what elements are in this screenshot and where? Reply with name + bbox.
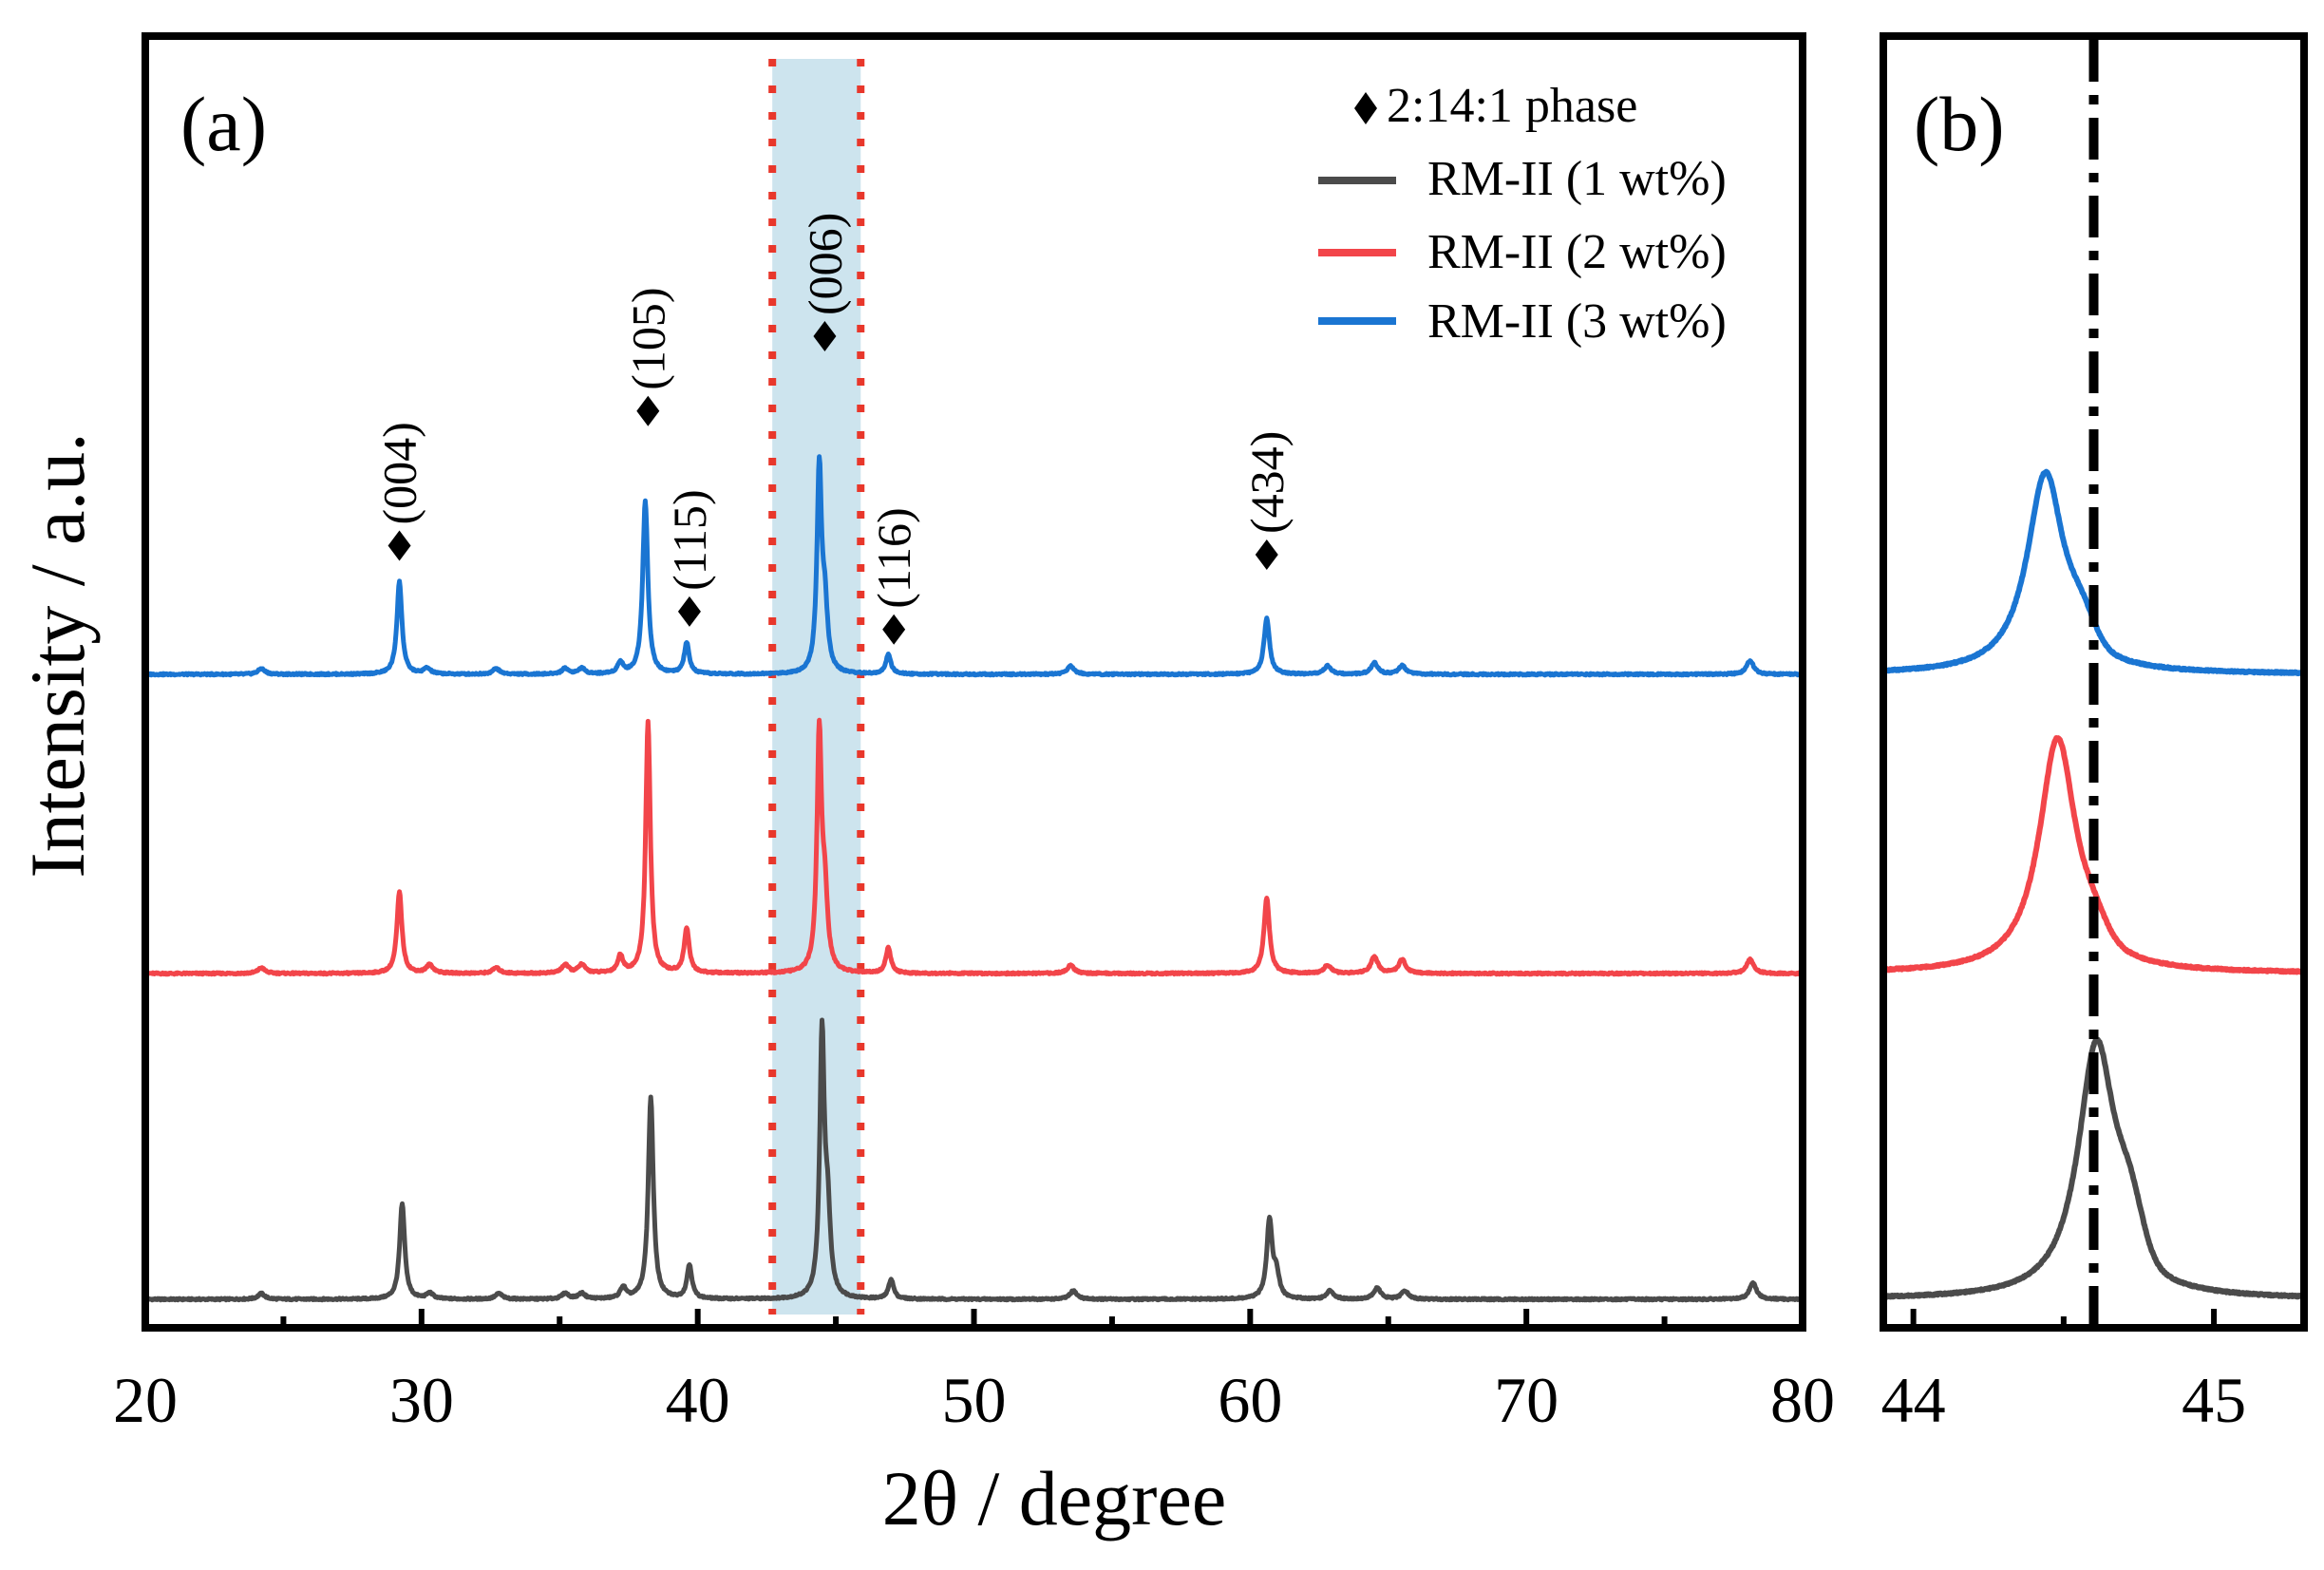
x-tick-label: 44 (1881, 1364, 1946, 1436)
peak-annotation: (004) (373, 422, 426, 561)
x-tick-label: 20 (113, 1364, 178, 1436)
peak-annotation: (434) (1240, 431, 1294, 570)
legend-label-phase: 2:14:1 phase (1387, 79, 1637, 133)
peak-label: (434) (1240, 431, 1294, 534)
panel-label-b: (b) (1914, 81, 2005, 167)
peak-label: (004) (373, 422, 426, 524)
diamond-icon (387, 530, 411, 561)
legend-entry-1wt: RM-II (1 wt%) (1318, 152, 1727, 206)
diamond-icon (882, 614, 906, 645)
plot-frame-a (142, 32, 1806, 1332)
x-tick-label: 80 (1770, 1364, 1835, 1436)
series-line-rm-ii-3-wt- (143, 454, 1804, 678)
x-axis-label: 2θ / degree (882, 1455, 1227, 1542)
series-line-rm-ii-1-wt- (142, 1017, 1804, 1303)
x-tick-label: 45 (2182, 1364, 2246, 1436)
zoom-series-line-rm-ii-2-wt- (1883, 735, 2304, 975)
plot-frame-b (1880, 32, 2308, 1332)
peak-annotation: (105) (621, 287, 674, 426)
legend-label-2wt: RM-II (2 wt%) (1427, 225, 1727, 279)
x-tick-label: 40 (666, 1364, 730, 1436)
diamond-icon (677, 596, 701, 627)
peak-label: (116) (867, 507, 920, 608)
legend-entry-3wt: RM-II (3 wt%) (1318, 294, 1727, 349)
legend-entry-2wt: RM-II (2 wt%) (1318, 225, 1727, 279)
legend-label-3wt: RM-II (3 wt%) (1427, 294, 1727, 349)
y-axis-label: Intensity / a.u. (14, 432, 101, 878)
x-tick-label: 60 (1218, 1364, 1282, 1436)
peak-annotation: (116) (867, 507, 920, 645)
x-tick-label: 70 (1494, 1364, 1559, 1436)
panel-label-a: (a) (180, 81, 267, 167)
diamond-icon (636, 395, 660, 426)
diamond-icon (813, 321, 837, 352)
panel-a: (004) (105) (115) (006) (116) (434) 20 30 40 50 6… (14, 32, 1835, 1542)
panel-b: 44 45 (b) (1880, 32, 2308, 1436)
x-tick-label: 30 (389, 1364, 454, 1436)
zoom-series-line-rm-ii-1-wt- (1883, 1036, 2304, 1300)
series-line-rm-ii-2-wt- (143, 717, 1805, 977)
peak-label: (115) (663, 489, 716, 590)
diamond-icon (1255, 539, 1278, 570)
diamond-icon (1354, 92, 1377, 124)
peak-label: (105) (621, 287, 674, 389)
legend: 2:14:1 phase RM-II (1 wt%) RM-II (2 wt%)… (1318, 79, 1727, 349)
highlight-region (772, 59, 861, 1315)
peak-annotation: (006) (798, 213, 851, 352)
peak-label: (006) (798, 213, 851, 315)
legend-entry-phase: 2:14:1 phase (1354, 79, 1637, 133)
peak-annotation: (115) (663, 489, 716, 627)
legend-label-1wt: RM-II (1 wt%) (1427, 152, 1727, 206)
x-tick-label: 50 (942, 1364, 1007, 1436)
